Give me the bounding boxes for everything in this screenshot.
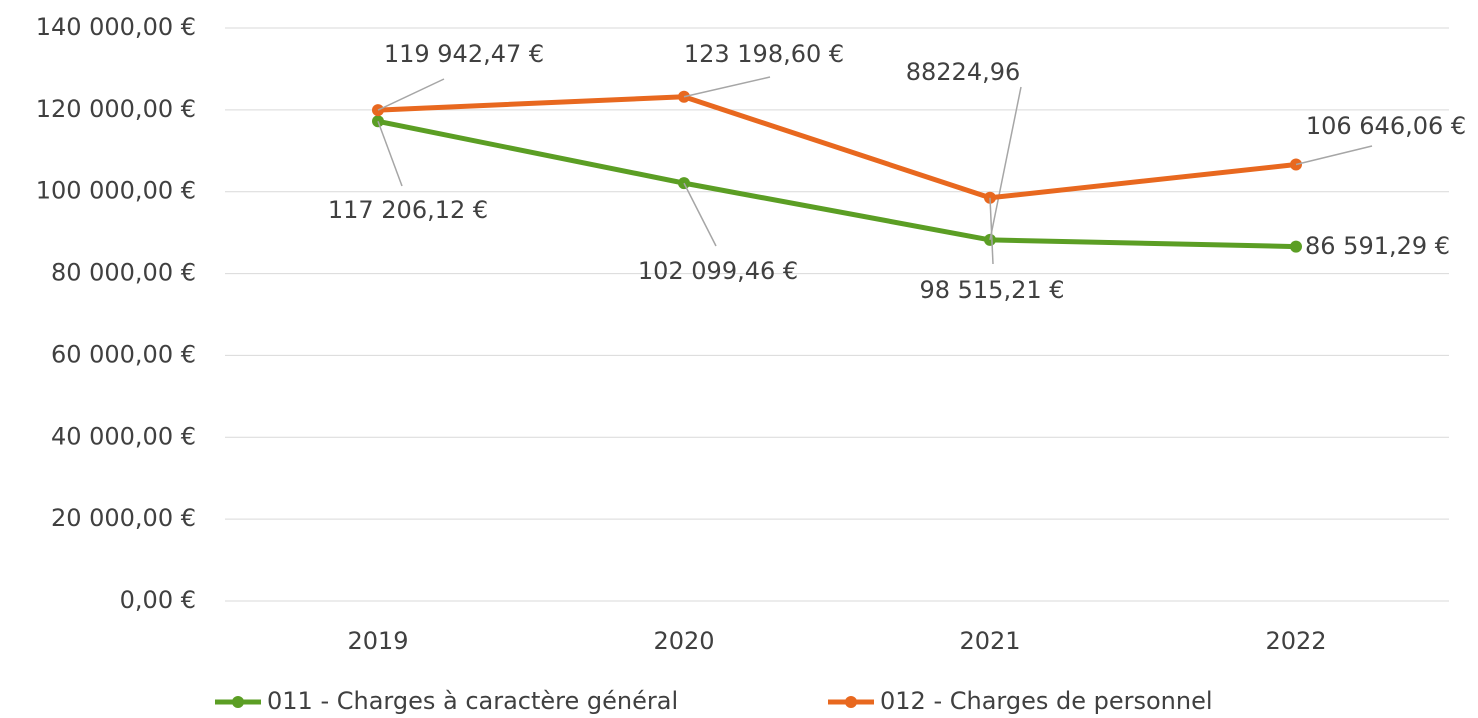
y-tick-label: 0,00 € — [120, 586, 196, 614]
leader-line — [1295, 145, 1373, 166]
data-label: 102 099,46 € — [638, 257, 798, 285]
leader-line — [989, 86, 1022, 241]
legend-marker — [232, 696, 244, 708]
data-label: 106 646,06 € — [1306, 112, 1466, 140]
y-tick-label: 100 000,00 € — [36, 177, 196, 205]
y-tick-label: 120 000,00 € — [36, 95, 196, 123]
y-tick-label: 80 000,00 € — [51, 259, 196, 287]
legend-label: 012 - Charges de personnel — [880, 687, 1213, 715]
leader-line — [683, 182, 717, 247]
x-tick-label: 2019 — [347, 627, 408, 655]
data-label: 86 591,29 € — [1305, 232, 1450, 260]
series-line — [377, 118, 1297, 250]
y-tick-label: 40 000,00 € — [51, 422, 196, 450]
data-label: 88224,96 — [906, 58, 1021, 86]
legend-marker — [845, 696, 857, 708]
x-tick-label: 2021 — [959, 627, 1020, 655]
data-label: 119 942,47 € — [384, 40, 544, 68]
leader-line — [377, 121, 403, 187]
leader-line — [989, 197, 994, 265]
leader-line — [377, 78, 445, 111]
point — [1290, 240, 1302, 253]
data-label: 98 515,21 € — [919, 276, 1064, 304]
series-line — [377, 94, 1297, 201]
data-label: 117 206,12 € — [328, 196, 488, 224]
y-tick-label: 60 000,00 € — [51, 340, 196, 368]
y-tick-label: 140 000,00 € — [36, 13, 196, 41]
leader-line — [683, 76, 771, 98]
y-tick-label: 20 000,00 € — [51, 504, 196, 532]
legend-label: 011 - Charges à caractère général — [267, 687, 678, 715]
x-tick-label: 2022 — [1265, 627, 1326, 655]
x-tick-label: 2020 — [653, 627, 714, 655]
data-label: 123 198,60 € — [684, 40, 844, 68]
